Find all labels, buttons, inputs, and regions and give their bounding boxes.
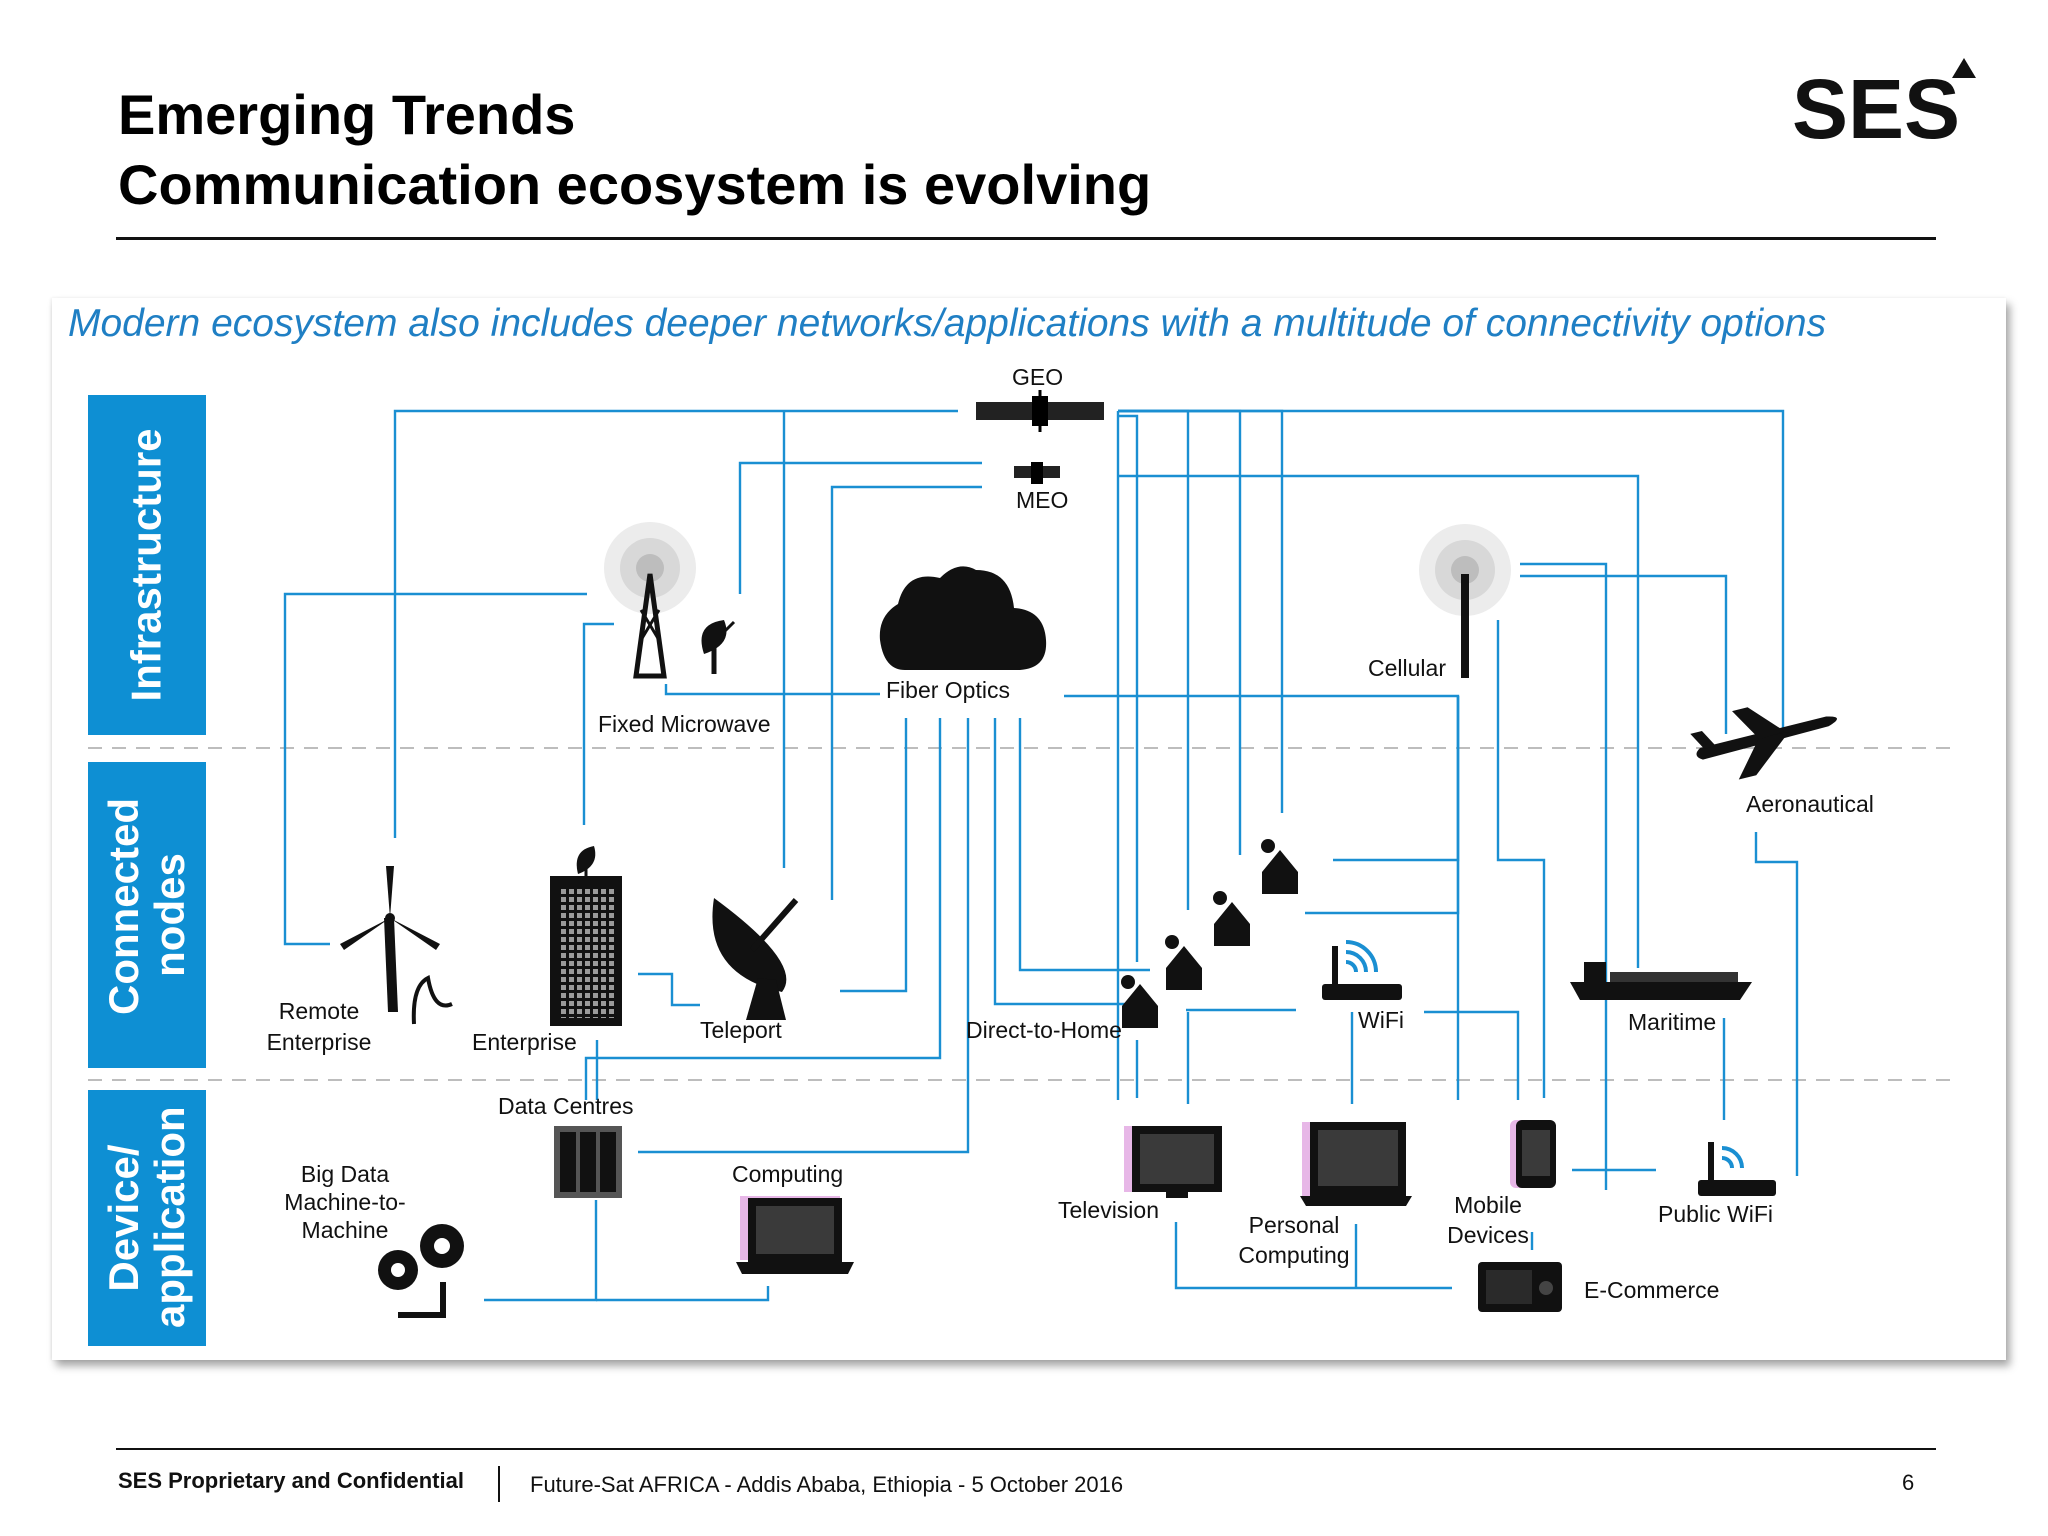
satellite-icon [976,390,1104,432]
label-teleport: Teleport [700,1017,782,1043]
footer-event: Future-Sat AFRICA - Addis Ababa, Ethiopi… [530,1472,1124,1497]
label-personal-computing: Personal Computing [1238,1212,1350,1268]
label-aeronautical: Aeronautical [1746,791,1874,817]
logo-triangle-icon [1952,58,1976,78]
wind-turbine-icon [340,866,453,1025]
label-enterprise: Enterprise [472,1029,577,1055]
radio-tower-icon [604,522,696,679]
label-wifi: WiFi [1358,1007,1404,1033]
cloud-icon [879,566,1047,670]
office-building-icon [550,846,622,1026]
label-direct-to-home: Direct-to-Home [966,1017,1122,1043]
house-icon [1122,850,1298,1028]
label-television: Television [1058,1197,1159,1223]
label-fixed-microwave: Fixed Microwave [598,711,771,737]
label-meo: MEO [1016,487,1069,513]
ship-icon [1570,962,1752,1000]
label-cellular: Cellular [1368,655,1446,681]
label-mobile-devices: Mobile Devices [1447,1192,1529,1248]
wifi-router-icon [1698,1142,1776,1196]
laptop-icon [736,1196,854,1274]
logo-wordmark: SES [1792,62,1960,148]
gears-icon [378,1224,464,1318]
television-icon [1124,1126,1222,1198]
label-e-commerce: E-Commerce [1584,1277,1720,1303]
satellite-icon [1014,462,1060,484]
satellite-dish-icon [701,620,736,674]
footer-divider [498,1466,500,1502]
band-connected-nodes: Connected nodes [88,762,206,1068]
label-big-data: Big Data Machine-to-Machine [284,1161,406,1243]
band-infrastructure: Infrastructure [88,395,206,735]
connection-lines [283,409,1799,1302]
wifi-router-icon [1322,940,1402,1000]
airplane-icon [1690,707,1837,780]
title-line-1: Emerging Trends [118,83,576,146]
label-fiber-optics: Fiber Optics [886,677,1010,703]
label-data-centres: Data Centres [498,1093,634,1119]
page-number: 6 [1902,1470,1915,1495]
page-title: Emerging Trends Communication ecosystem … [118,80,1151,220]
server-rack-icon [554,1126,622,1198]
panel-subtitle: Modern ecosystem also includes deeper ne… [68,302,1827,345]
satellite-dish-icon [712,898,799,1020]
cell-antenna-icon [1419,524,1511,678]
label-geo: GEO [1012,364,1064,390]
smartphone-icon [1510,1120,1556,1188]
title-line-2: Communication ecosystem is evolving [118,153,1152,216]
label-remote-enterprise: Remote Enterprise [266,998,372,1055]
satellite-dish-icon [1121,839,1275,989]
band-device-application: Device/ application [88,1090,206,1346]
footer-rule [116,1448,1936,1450]
laptop-icon [1300,1122,1412,1206]
label-public-wifi: Public WiFi [1658,1201,1774,1227]
label-computing: Computing [732,1161,844,1187]
payment-terminal-icon [1478,1262,1562,1312]
header-rule [116,237,1936,240]
footer-confidential: SES Proprietary and Confidential [118,1468,464,1493]
ses-logo: SES [1792,58,1992,156]
label-maritime: Maritime [1628,1009,1717,1035]
